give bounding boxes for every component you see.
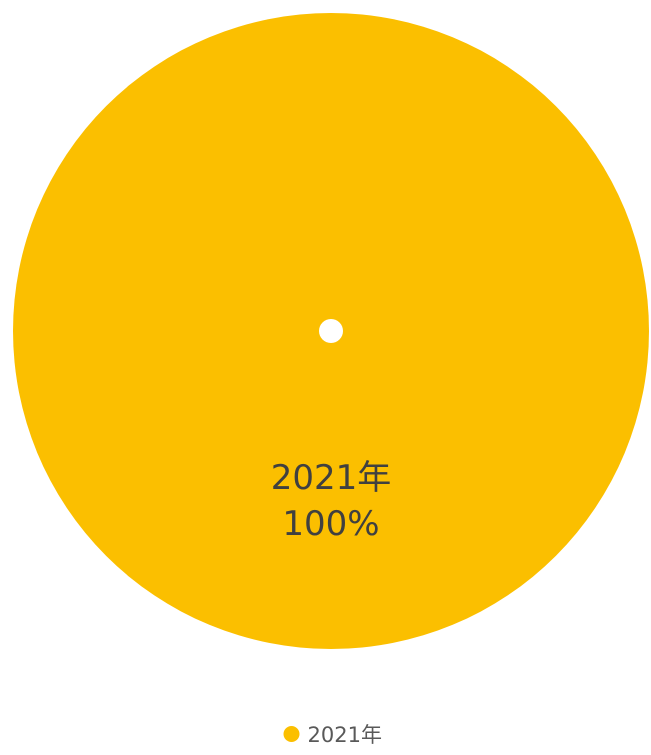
legend-label: 2021年 xyxy=(308,723,382,747)
pie-slice-percent-label: 100% xyxy=(282,504,379,544)
pie-slice-labels: 2021年 100% xyxy=(271,458,392,544)
pie-center-dot xyxy=(319,319,343,343)
legend-item: 2021年 xyxy=(283,723,382,747)
legend: 2021年 xyxy=(283,723,382,747)
pie-slice-category-label: 2021年 xyxy=(271,458,392,498)
legend-marker xyxy=(283,726,300,742)
